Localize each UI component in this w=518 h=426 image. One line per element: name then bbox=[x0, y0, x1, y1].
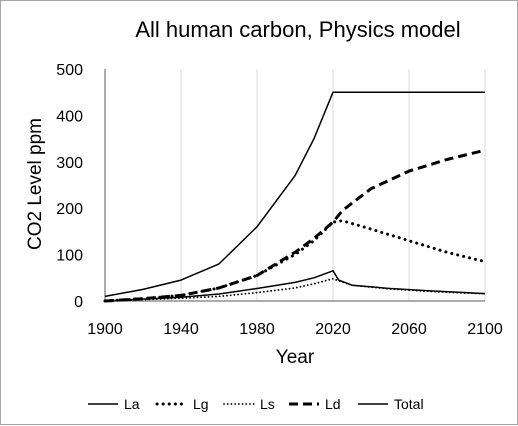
series-layer bbox=[103, 91, 487, 303]
y-tick-label-500: 500 bbox=[56, 62, 83, 79]
y-tick-label-200: 200 bbox=[56, 201, 83, 218]
series-line-total bbox=[104, 91, 485, 298]
chart-title: All human carbon, Physics model bbox=[135, 17, 460, 42]
x-tick-label-1900: 1900 bbox=[87, 321, 123, 338]
series-line-lg bbox=[103, 219, 487, 303]
axis-layer bbox=[104, 69, 485, 302]
y-tick-label-0: 0 bbox=[74, 294, 83, 311]
x-axis-title: Year bbox=[276, 347, 315, 368]
legend-label-ls: Ls bbox=[260, 396, 275, 412]
y-tick-label-400: 400 bbox=[56, 108, 83, 125]
legend-label-la: La bbox=[124, 396, 140, 412]
x-tick-label-2060: 2060 bbox=[391, 321, 427, 338]
series-line-ls bbox=[104, 277, 486, 302]
grid-layer bbox=[104, 69, 486, 301]
y-tick-label-300: 300 bbox=[56, 155, 83, 172]
legend: La Lg Ls Ld Total bbox=[88, 396, 424, 412]
legend-label-lg: Lg bbox=[193, 396, 209, 412]
tick-layer: 1900 1940 1980 2020 2060 2100 0 100 200 300 400 500 bbox=[56, 62, 503, 338]
x-tick-label-2100: 2100 bbox=[467, 321, 503, 338]
x-tick-label-1940: 1940 bbox=[163, 321, 199, 338]
y-axis-title: CO2 Level ppm bbox=[25, 118, 46, 250]
legend-label-ld: Ld bbox=[325, 396, 341, 412]
y-tick-label-100: 100 bbox=[56, 248, 83, 265]
series-line-la bbox=[104, 270, 486, 302]
x-tick-label-2020: 2020 bbox=[315, 321, 351, 338]
legend-label-total: Total bbox=[394, 396, 424, 412]
x-tick-label-1980: 1980 bbox=[239, 321, 275, 338]
series-line-ld bbox=[104, 148, 486, 303]
